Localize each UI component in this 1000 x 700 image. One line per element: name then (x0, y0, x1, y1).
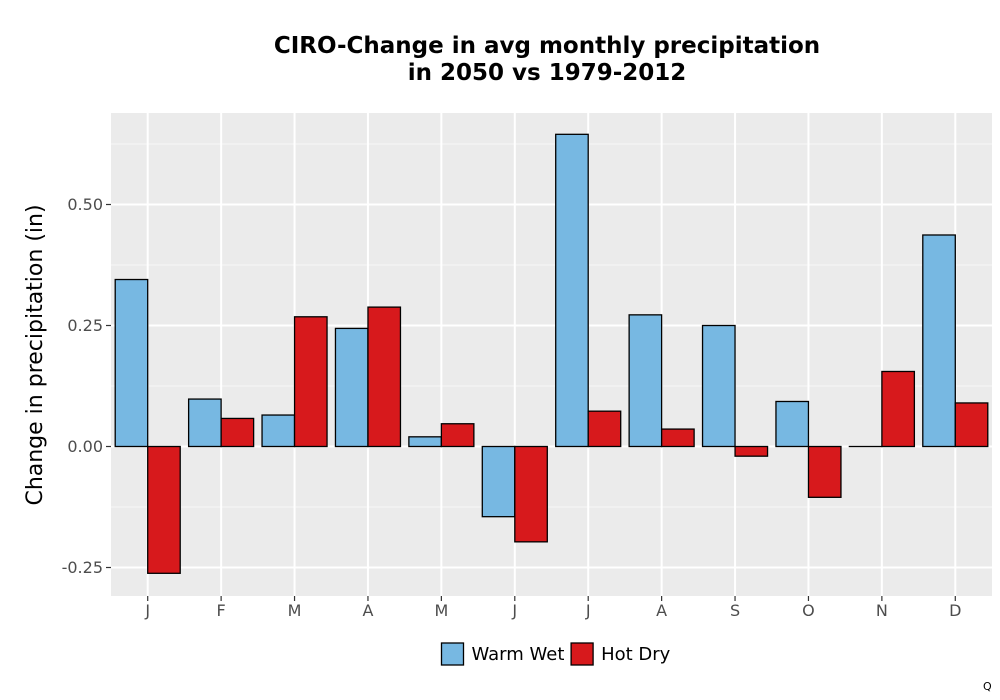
bar-hot-dry-7 (587, 410, 622, 448)
legend-label-hot-dry: Hot Dry (601, 644, 671, 665)
bar-hot-dry-11 (881, 370, 916, 448)
legend-key-warm-wet (440, 642, 465, 666)
bar-warm-wet-3 (261, 414, 296, 448)
y-tick-label: -0.25 (62, 558, 103, 577)
y-axis-label: Change in precipitation (in) (23, 204, 48, 505)
bar-warm-wet-8 (628, 314, 663, 448)
bar-hot-dry-2 (220, 417, 255, 448)
chart-title-line1: CIRO-Change in avg monthly precipitation (274, 33, 820, 59)
bar-hot-dry-5 (440, 423, 475, 448)
bar-warm-wet-1 (114, 278, 149, 448)
bar-hot-dry-10 (807, 445, 842, 498)
bar-warm-wet-2 (187, 398, 222, 448)
bar-hot-dry-6 (514, 445, 548, 543)
plot-panel (111, 113, 992, 596)
legend-key-hot-dry (570, 642, 594, 666)
bar-hot-dry-3 (293, 316, 328, 448)
bar-warm-wet-4 (334, 327, 369, 448)
bar-hot-dry-4 (367, 306, 402, 448)
x-tick-label: S (730, 601, 740, 620)
x-tick-label: O (802, 601, 815, 620)
y-axis: -0.25 0.00 0.25 0.50 (62, 195, 111, 577)
bar-warm-wet-6 (481, 445, 516, 518)
bar-warm-wet-5 (408, 436, 443, 448)
x-tick-label: M (434, 601, 448, 620)
bar-hot-dry-1 (147, 445, 181, 574)
bar-hot-dry-9 (734, 445, 769, 457)
x-tick-label: J (144, 601, 150, 620)
x-tick-label: F (217, 601, 226, 620)
y-tick-label: 0.50 (67, 195, 103, 214)
legend: Warm Wet Hot Dry (440, 642, 671, 666)
corner-mark: Q (983, 680, 992, 693)
bar-warm-wet-9 (701, 324, 736, 448)
bar-hot-dry-8 (660, 428, 695, 448)
chart-title-line2: in 2050 vs 1979-2012 (408, 60, 687, 86)
y-tick-label: 0.25 (67, 316, 103, 335)
bar-warm-wet-12 (922, 234, 956, 448)
y-tick-label: 0.00 (67, 437, 103, 456)
bar-warm-wet-7 (555, 133, 589, 448)
x-tick-label: A (656, 601, 667, 620)
grid-minor (111, 143, 992, 508)
x-tick-label: N (876, 601, 888, 620)
x-tick-label: J (511, 601, 517, 620)
x-tick-label: M (288, 601, 302, 620)
bar-warm-wet-10 (775, 400, 810, 448)
x-tick-label: A (362, 601, 373, 620)
bars (114, 133, 989, 574)
legend-label-warm-wet: Warm Wet (472, 644, 565, 665)
x-tick-label: D (949, 601, 961, 620)
x-tick-label: J (585, 601, 591, 620)
bar-hot-dry-12 (954, 402, 989, 448)
